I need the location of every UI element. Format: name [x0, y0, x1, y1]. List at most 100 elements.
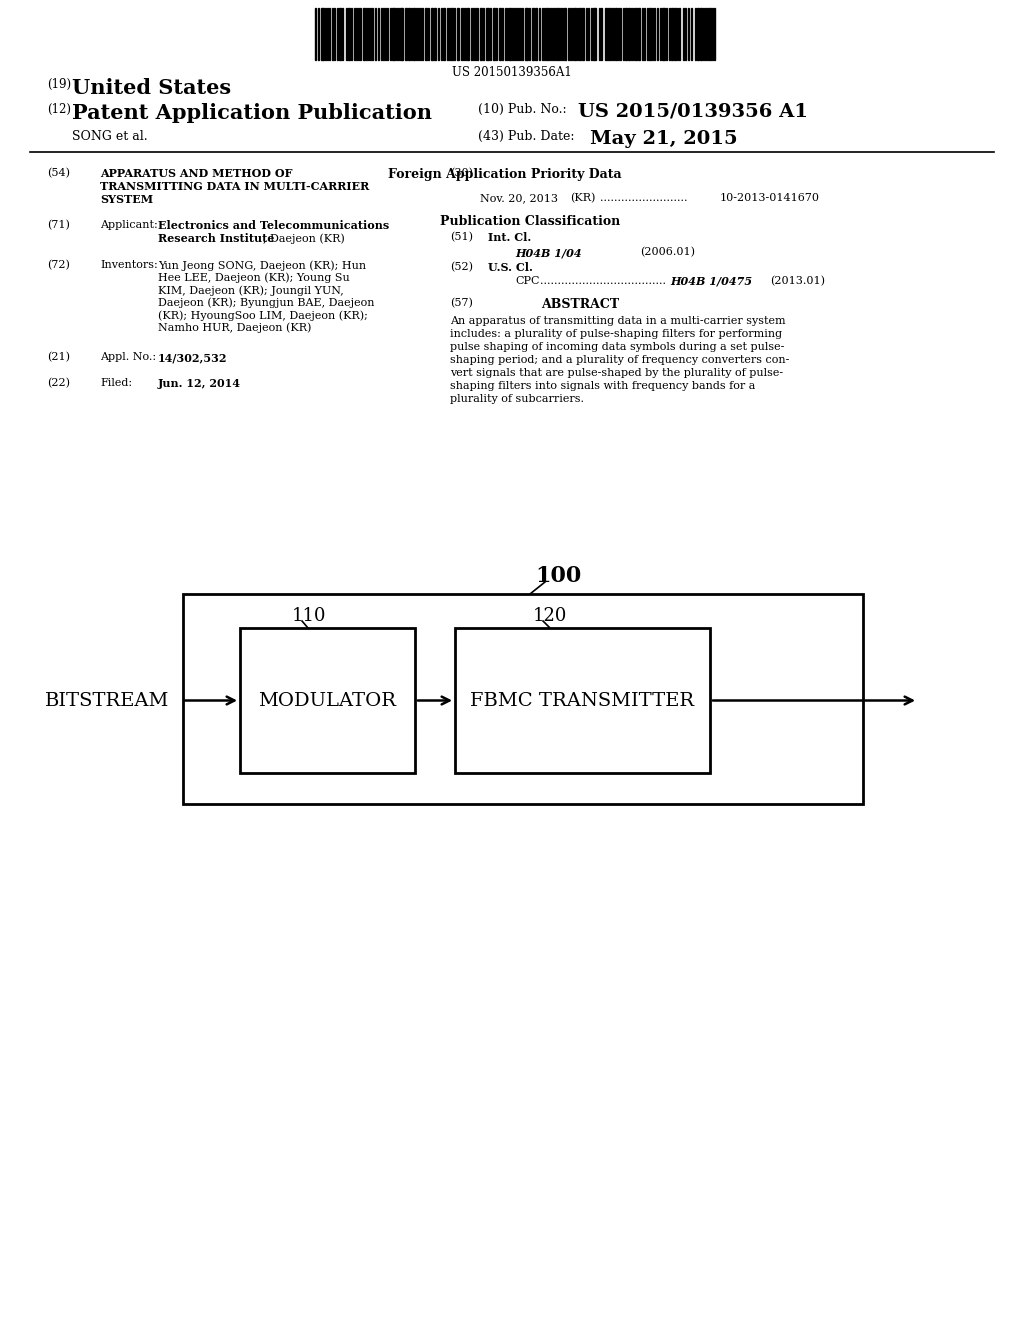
Bar: [582, 8, 584, 59]
Text: Filed:: Filed:: [100, 378, 132, 388]
Bar: [434, 8, 436, 59]
Text: H04B 1/0475: H04B 1/0475: [670, 276, 752, 286]
Text: pulse shaping of incoming data symbols during a set pulse-: pulse shaping of incoming data symbols d…: [450, 342, 784, 352]
Bar: [467, 8, 469, 59]
Bar: [628, 8, 630, 59]
Bar: [635, 8, 637, 59]
Bar: [451, 8, 453, 59]
Text: .........................: .........................: [600, 193, 687, 203]
Text: U.S. Cl.: U.S. Cl.: [488, 261, 532, 273]
Text: APPARATUS AND METHOD OF: APPARATUS AND METHOD OF: [100, 168, 293, 180]
Text: (2013.01): (2013.01): [770, 276, 825, 286]
Text: 100: 100: [535, 565, 582, 587]
Text: Patent Application Publication: Patent Application Publication: [72, 103, 432, 123]
Bar: [532, 8, 534, 59]
Bar: [662, 8, 665, 59]
Bar: [240, 628, 415, 774]
Text: SYSTEM: SYSTEM: [100, 194, 154, 205]
Bar: [608, 8, 610, 59]
Text: ABSTRACT: ABSTRACT: [541, 298, 620, 312]
Bar: [480, 8, 482, 59]
Bar: [593, 8, 596, 59]
Bar: [339, 8, 341, 59]
Bar: [615, 8, 617, 59]
Text: 120: 120: [534, 607, 567, 624]
Bar: [525, 8, 528, 59]
Bar: [638, 8, 640, 59]
Text: United States: United States: [72, 78, 231, 98]
Text: (71): (71): [47, 220, 70, 230]
Bar: [625, 8, 627, 59]
Text: Foreign Application Priority Data: Foreign Application Priority Data: [388, 168, 622, 181]
Text: Research Institute: Research Institute: [158, 234, 274, 244]
Text: TRANSMITTING DATA IN MULTI-CARRIER: TRANSMITTING DATA IN MULTI-CARRIER: [100, 181, 370, 191]
Text: Namho HUR, Daejeon (KR): Namho HUR, Daejeon (KR): [158, 322, 311, 333]
Text: Nov. 20, 2013: Nov. 20, 2013: [480, 193, 558, 203]
Bar: [700, 8, 702, 59]
Bar: [674, 8, 676, 59]
Bar: [443, 8, 445, 59]
Bar: [406, 8, 407, 59]
Text: Yun Jeong SONG, Daejeon (KR); Hun: Yun Jeong SONG, Daejeon (KR); Hun: [158, 260, 367, 271]
Text: (KR): (KR): [570, 193, 595, 203]
Bar: [183, 594, 863, 804]
Bar: [671, 8, 673, 59]
Text: Inventors:: Inventors:: [100, 260, 158, 271]
Bar: [486, 8, 489, 59]
Text: plurality of subcarriers.: plurality of subcarriers.: [450, 393, 584, 404]
Bar: [557, 8, 559, 59]
Text: FBMC TRANSMITTER: FBMC TRANSMITTER: [470, 692, 694, 710]
Text: (72): (72): [47, 260, 70, 271]
Text: Jun. 12, 2014: Jun. 12, 2014: [158, 378, 241, 389]
Text: 14/302,532: 14/302,532: [158, 352, 227, 363]
Bar: [400, 8, 403, 59]
Bar: [709, 8, 711, 59]
Text: vert signals that are pulse-shaped by the plurality of pulse-: vert signals that are pulse-shaped by th…: [450, 368, 783, 378]
Bar: [649, 8, 651, 59]
Text: includes: a plurality of pulse-shaping filters for performing: includes: a plurality of pulse-shaping f…: [450, 329, 782, 339]
Text: , Daejeon (KR): , Daejeon (KR): [263, 234, 345, 244]
Bar: [425, 8, 427, 59]
Bar: [321, 8, 324, 59]
Bar: [579, 8, 581, 59]
Text: 110: 110: [292, 607, 327, 624]
Text: US 2015/0139356 A1: US 2015/0139356 A1: [578, 103, 808, 121]
Text: (52): (52): [450, 261, 473, 272]
Text: SONG et al.: SONG et al.: [72, 129, 147, 143]
Text: (2006.01): (2006.01): [640, 247, 695, 257]
Text: An apparatus of transmitting data in a multi-carrier system: An apparatus of transmitting data in a m…: [450, 315, 785, 326]
Bar: [457, 8, 459, 59]
Text: (30): (30): [450, 168, 473, 178]
Bar: [509, 8, 511, 59]
Text: shaping period; and a plurality of frequency converters con-: shaping period; and a plurality of frequ…: [450, 355, 790, 366]
Text: 10-2013-0141670: 10-2013-0141670: [720, 193, 820, 203]
Bar: [413, 8, 415, 59]
Text: (19): (19): [47, 78, 71, 91]
Text: (57): (57): [450, 298, 473, 309]
Text: (12): (12): [47, 103, 71, 116]
Bar: [535, 8, 537, 59]
Bar: [431, 8, 433, 59]
Bar: [564, 8, 566, 59]
Text: (43) Pub. Date:: (43) Pub. Date:: [478, 129, 574, 143]
Bar: [392, 8, 395, 59]
Text: (54): (54): [47, 168, 70, 178]
Text: (21): (21): [47, 352, 70, 362]
Bar: [697, 8, 699, 59]
Text: BITSTREAM: BITSTREAM: [45, 692, 169, 710]
Text: Hee LEE, Daejeon (KR); Young Su: Hee LEE, Daejeon (KR); Young Su: [158, 272, 350, 282]
Text: May 21, 2015: May 21, 2015: [590, 129, 737, 148]
Text: Electronics and Telecommunications: Electronics and Telecommunications: [158, 220, 389, 231]
Bar: [348, 8, 350, 59]
Bar: [455, 628, 710, 774]
Text: KIM, Daejeon (KR); Joungil YUN,: KIM, Daejeon (KR); Joungil YUN,: [158, 285, 344, 296]
Bar: [546, 8, 548, 59]
Text: CPC: CPC: [515, 276, 540, 286]
Text: (10) Pub. No.:: (10) Pub. No.:: [478, 103, 566, 116]
Text: Int. Cl.: Int. Cl.: [488, 232, 531, 243]
Bar: [574, 8, 575, 59]
Bar: [605, 8, 607, 59]
Bar: [362, 8, 365, 59]
Bar: [499, 8, 501, 59]
Text: shaping filters into signals with frequency bands for a: shaping filters into signals with freque…: [450, 381, 756, 391]
